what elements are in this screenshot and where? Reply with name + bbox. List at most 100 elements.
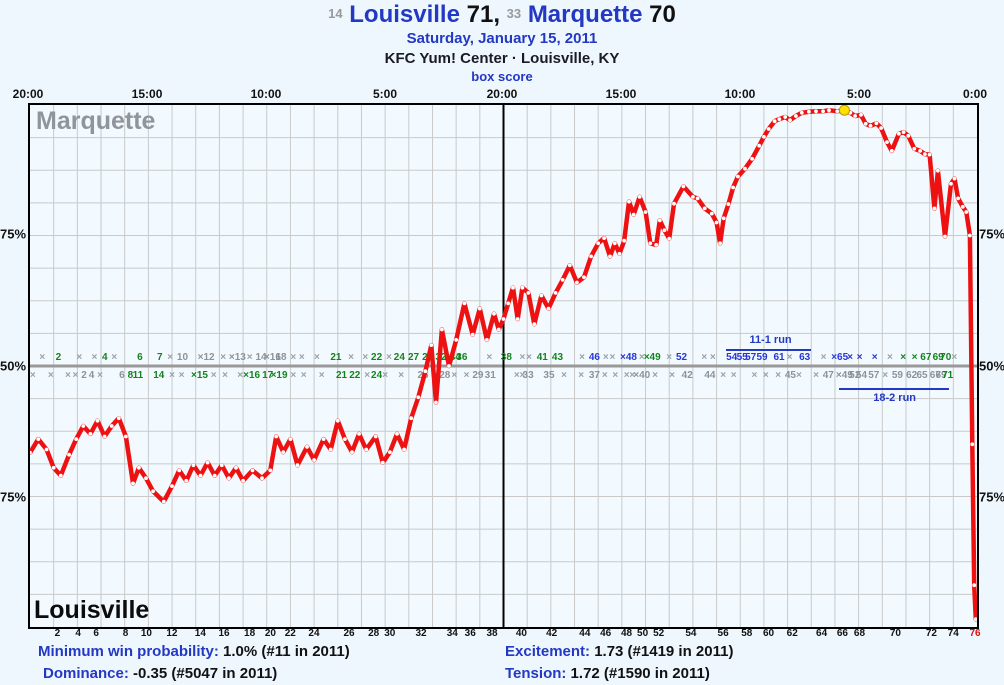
score-marker: ×49 xyxy=(835,370,853,381)
box-score-link[interactable]: box score xyxy=(471,69,533,84)
miss-marker: × xyxy=(300,370,307,381)
score-tick: 28 xyxy=(368,628,380,639)
run-label: 11-1 run xyxy=(749,334,792,346)
miss-marker: × xyxy=(314,352,320,363)
miss-marker: × xyxy=(579,352,586,363)
score-marker: 2 xyxy=(81,370,87,381)
miss-marker: × xyxy=(451,370,458,381)
miss-marker: × xyxy=(169,370,175,381)
stat-row: Excitement: 1.73 (#1419 in 2011) xyxy=(505,643,733,660)
score-marker: ×16 xyxy=(263,352,281,363)
score-tick: 2 xyxy=(54,628,61,639)
miss-marker: × xyxy=(720,370,727,381)
probability-label-left: 75% xyxy=(0,489,27,505)
score-marker: ×12 xyxy=(197,352,215,363)
time-tick: 10:00 xyxy=(724,87,756,101)
score-marker: 28 xyxy=(439,370,451,381)
miss-marker: × xyxy=(222,370,228,381)
miss-marker: × xyxy=(813,370,819,381)
miss-marker: × xyxy=(167,352,174,363)
score-marker: 38 xyxy=(500,352,512,363)
home-team-link[interactable]: Marquette xyxy=(527,1,643,28)
score-marker: ×15 xyxy=(191,370,208,381)
score-marker: 27 xyxy=(407,352,420,363)
score-tick: 40 xyxy=(515,628,527,639)
score-marker: 70 xyxy=(940,352,952,363)
miss-marker: × xyxy=(362,352,369,363)
miss-marker: × xyxy=(290,352,297,363)
probability-label-right: 50% xyxy=(979,358,1004,374)
probability-label-right: 75% xyxy=(979,489,1004,505)
score-tick: 14 xyxy=(194,628,206,639)
game-title: 14 Louisville 71, 33 Marquette 70 xyxy=(0,1,1004,29)
home-score: 70 xyxy=(649,1,676,28)
miss-marker: × xyxy=(210,370,217,381)
score-marker: 42 xyxy=(681,370,693,381)
score-tick: 46 xyxy=(600,628,612,639)
miss-marker: × xyxy=(796,370,802,381)
stat-value: 1.0% (#11 in 2011) xyxy=(218,643,350,660)
score-marker: 17 xyxy=(262,370,274,381)
miss-marker: × xyxy=(762,370,769,381)
score-tick: 4 xyxy=(75,628,81,639)
miss-marker: × xyxy=(775,370,782,381)
score-marker: ×13 xyxy=(228,352,246,363)
miss-marker: × xyxy=(178,370,185,381)
miss-marker: × xyxy=(526,352,532,363)
score-tick: 10 xyxy=(140,628,152,639)
miss-marker: × xyxy=(385,352,392,363)
game-venue: KFC Yum! Center · Louisville, KY xyxy=(384,50,620,67)
score-marker: 62 xyxy=(906,370,918,381)
score-marker: 43 xyxy=(551,352,564,363)
score-marker: ×48 xyxy=(620,352,637,363)
grid-lines xyxy=(30,105,977,627)
score-marker: 8 xyxy=(127,370,134,381)
stat-label[interactable]: Excitement: xyxy=(505,643,591,660)
score-marker: 59 xyxy=(756,352,768,363)
score-marker: 29 xyxy=(472,370,484,381)
score-marker: 31 xyxy=(484,370,496,381)
time-tick: 5:00 xyxy=(373,87,398,101)
stat-value: 1.73 (#1419 in 2011) xyxy=(590,643,734,660)
score-tick: 12 xyxy=(166,628,178,639)
away-team-link[interactable]: Louisville xyxy=(349,1,460,28)
score-tick: 44 xyxy=(579,628,591,639)
score-marker: 63 xyxy=(799,352,811,363)
score-tick: 24 xyxy=(308,628,320,639)
miss-marker: × xyxy=(856,352,863,363)
stat-label[interactable]: Dominance: xyxy=(43,665,129,682)
miss-marker: × xyxy=(623,370,630,381)
time-tick: 15:00 xyxy=(605,87,637,101)
stat-label[interactable]: Minimum win probability: xyxy=(38,643,219,660)
score-tick: 22 xyxy=(284,628,296,639)
miss-marker: × xyxy=(578,370,585,381)
score-marker: 46 xyxy=(588,352,600,363)
miss-marker: × xyxy=(871,352,878,363)
home-rank: 33 xyxy=(506,6,522,21)
run-underline xyxy=(838,388,949,390)
miss-marker: × xyxy=(666,352,673,363)
miss-marker: × xyxy=(609,352,616,363)
score-tick: 34 xyxy=(446,628,458,639)
miss-marker: × xyxy=(601,370,608,381)
miss-marker: × xyxy=(669,370,675,381)
miss-marker: × xyxy=(290,370,297,381)
stat-value: -0.35 (#5047 in 2011) xyxy=(128,665,278,682)
win-probability-chart: × 2 × × 4 × 6 7 × 10 ×12 × ×13 × 14 ×16 18 × × × 21 × × 22 × 24 27… xyxy=(28,103,979,629)
minimum-win-probability-dot xyxy=(838,105,850,116)
score-marker: 57 xyxy=(745,352,757,363)
score-marker: 71 xyxy=(942,370,954,381)
miss-marker: × xyxy=(882,370,889,381)
score-marker: 7 xyxy=(156,352,163,363)
score-tick: 18 xyxy=(244,628,256,639)
score-marker: 11 xyxy=(132,370,144,381)
score-tick: 38 xyxy=(486,628,498,639)
stat-label[interactable]: Tension: xyxy=(505,665,567,682)
score-tick: 72 xyxy=(925,628,937,639)
score-marker: 33 xyxy=(522,370,534,381)
miss-marker: × xyxy=(612,370,619,381)
score-tick: 54 xyxy=(685,628,697,639)
score-marker: 67 xyxy=(929,370,941,381)
score-marker: 54 xyxy=(855,370,868,381)
miss-marker: × xyxy=(486,352,493,363)
